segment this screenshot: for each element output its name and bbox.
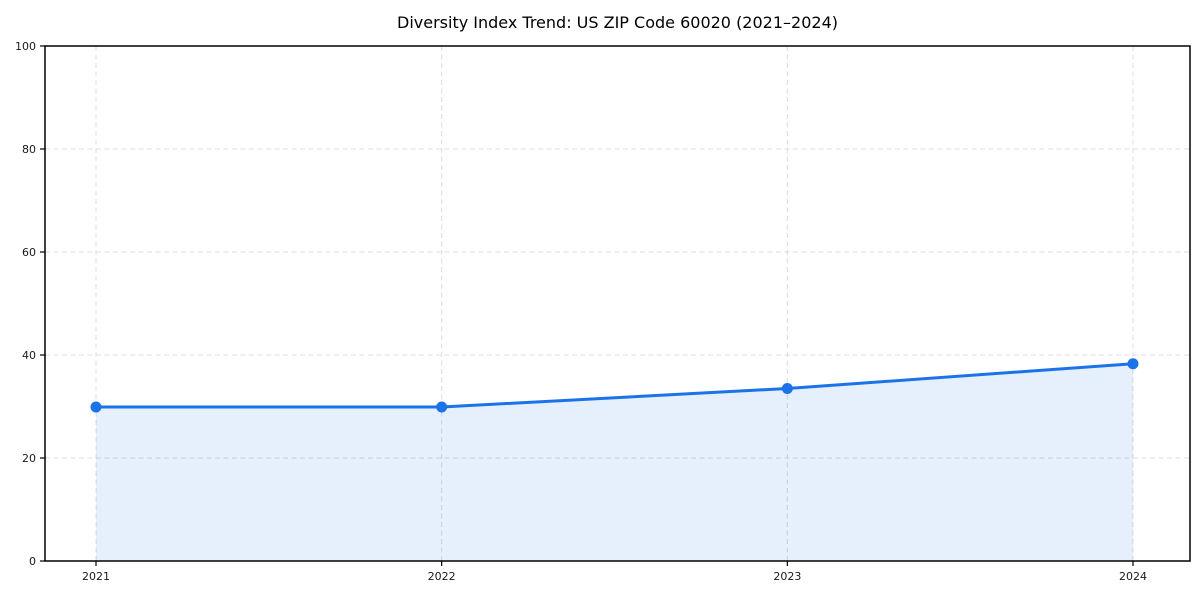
x-tick-label: 2023: [773, 570, 801, 583]
data-point: [1127, 358, 1139, 370]
y-tick-label: 80: [22, 143, 36, 156]
y-tick-label: 60: [22, 246, 36, 259]
data-point: [781, 382, 793, 394]
y-tick-label: 40: [22, 349, 36, 362]
x-tick-label: 2021: [82, 570, 110, 583]
data-point: [90, 401, 102, 413]
x-tick-label: 2024: [1119, 570, 1147, 583]
y-tick-label: 0: [29, 555, 36, 568]
x-tick-label: 2022: [428, 570, 456, 583]
axis-frame: [44, 45, 1191, 562]
y-tick-label: 100: [15, 40, 36, 53]
chart-title: Diversity Index Trend: US ZIP Code 60020…: [397, 13, 838, 32]
area-fill: [96, 363, 1133, 561]
data-point: [436, 401, 448, 413]
trend-line: [94, 362, 1135, 409]
y-tick-label: 20: [22, 452, 36, 465]
